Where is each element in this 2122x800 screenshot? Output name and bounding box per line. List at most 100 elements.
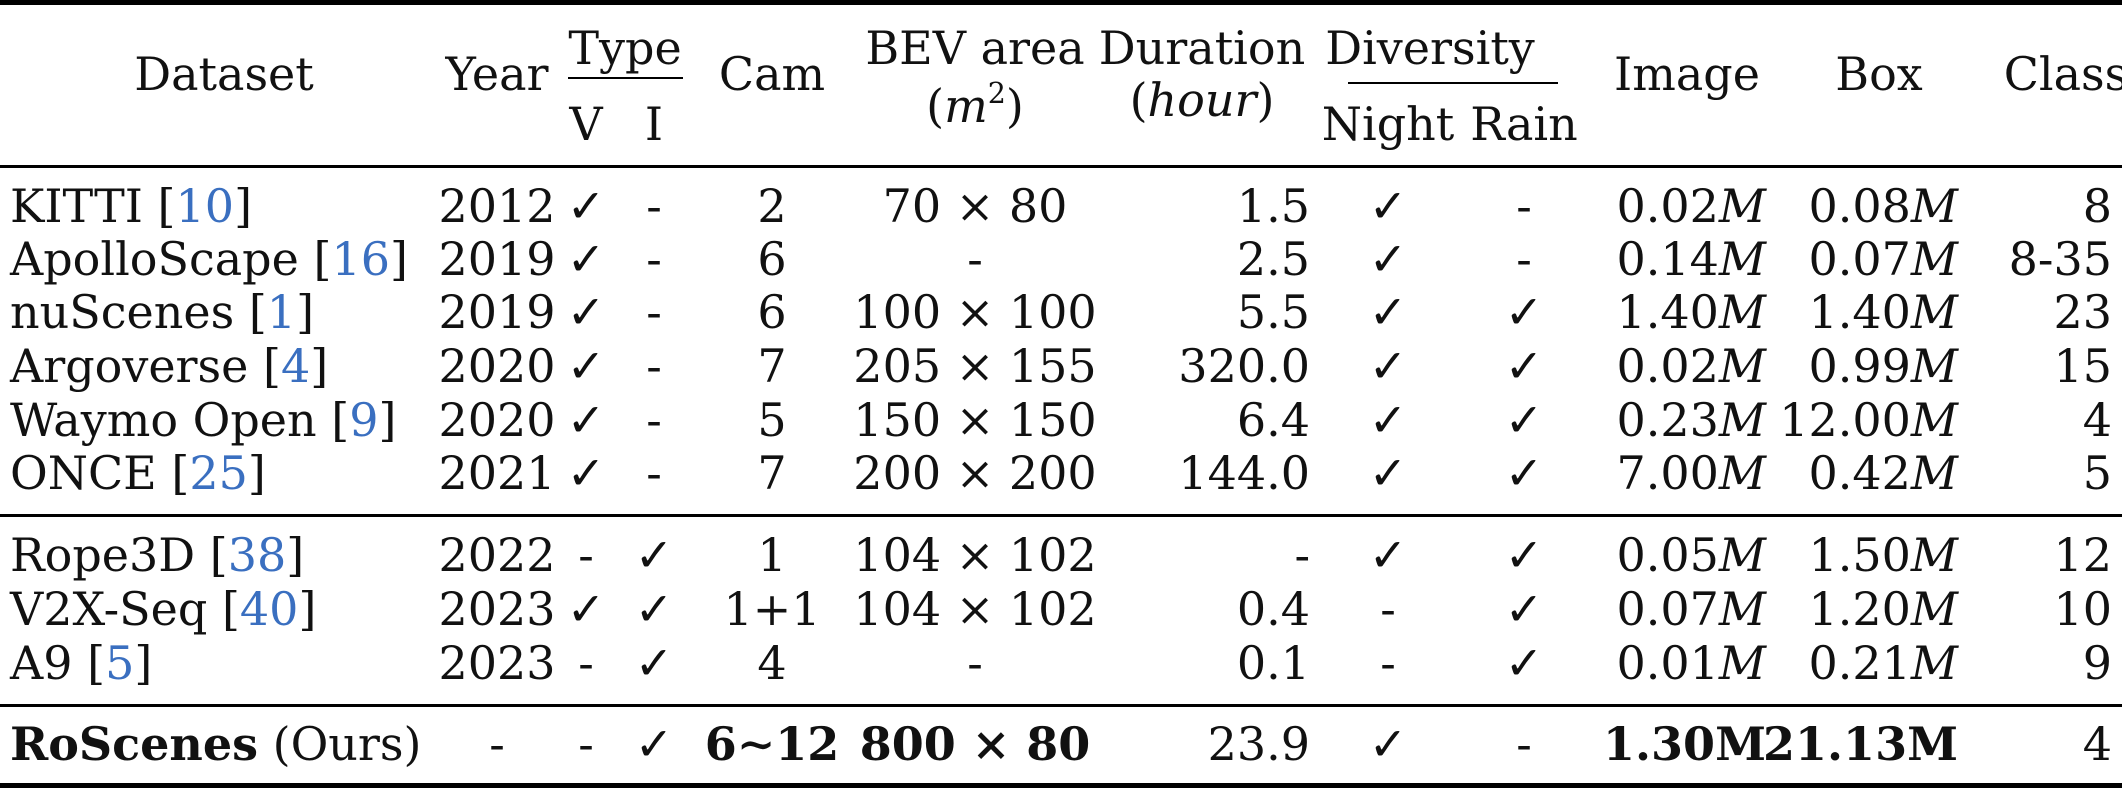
citation-bracket-open: [ (234, 285, 267, 339)
header-night: Night (1321, 97, 1455, 151)
cell-rain: - (1516, 232, 1532, 286)
cell-cam: 6 (757, 285, 787, 339)
dataset-name: RoScenes (10, 717, 259, 771)
citation-link[interactable]: 10 (175, 179, 235, 233)
dataset-name: nuScenes (10, 285, 235, 339)
bev-unit-base: m (944, 79, 988, 134)
image-unit: M (1718, 339, 1766, 393)
box-value: 0.99 (1808, 339, 1911, 393)
citation-link[interactable]: 4 (280, 339, 311, 393)
cell-image: 7.00M (1616, 450, 1766, 496)
citation-link[interactable]: 9 (349, 393, 379, 447)
cell-bev: - (967, 636, 983, 690)
cell-box: 0.08M (1808, 183, 1958, 229)
cell-cam: 6 (757, 232, 787, 286)
box-value: 0.08 (1808, 179, 1911, 233)
cell-cam: 5 (757, 393, 787, 447)
cell-class: 15 (2053, 339, 2112, 393)
cell-rain: ✓ (1504, 285, 1544, 339)
cell-i: - (646, 179, 662, 233)
cell-box: 21.13M (1763, 717, 1958, 771)
diversity-underline (1348, 82, 1558, 84)
ours-suffix: (Ours) (272, 717, 422, 771)
box-value: 0.07 (1808, 232, 1911, 286)
cell-cam: 2 (757, 179, 787, 233)
image-value: 1.40 (1616, 285, 1719, 339)
citation-link[interactable]: 16 (331, 232, 390, 286)
cell-night: ✓ (1368, 717, 1408, 771)
cell-i: - (646, 232, 662, 286)
citation-bracket-close: ] (298, 582, 317, 636)
citation-link[interactable]: 1 (266, 285, 297, 339)
citation-link[interactable]: 25 (189, 446, 248, 500)
dataset-name-cell: Waymo Open [9] (10, 397, 396, 443)
cell-class: 8-35 (2008, 232, 2112, 286)
header-rule (0, 165, 2122, 168)
citation-bracket-close: ] (247, 446, 266, 500)
header-duration: Duration (1098, 21, 1306, 75)
cell-night: ✓ (1368, 285, 1408, 339)
cell-year: 2022 (438, 528, 556, 582)
box-unit: M (1910, 582, 1958, 636)
cell-year: 2019 (438, 232, 556, 286)
cell-bev: 104 × 102 (853, 582, 1097, 636)
cell-year: 2012 (438, 179, 556, 233)
cell-year: - (489, 717, 505, 771)
cell-cam: 7 (757, 339, 787, 393)
cell-i: ✓ (634, 636, 674, 690)
citation-bracket-close: ] (389, 232, 408, 286)
header-duration-unit: (hour) (1129, 73, 1275, 127)
citation-link[interactable]: 5 (105, 636, 135, 690)
group-rule-2 (0, 704, 2122, 707)
citation-link[interactable]: 38 (227, 528, 287, 582)
cell-rain: ✓ (1504, 528, 1544, 582)
cell-v: ✓ (566, 582, 606, 636)
cell-image: 0.05M (1616, 532, 1766, 578)
cell-duration: 320.0 (1178, 339, 1310, 393)
cell-box: 1.20M (1808, 586, 1958, 632)
cell-rain: ✓ (1504, 339, 1544, 393)
citation-bracket-open: [ (195, 528, 228, 582)
bottom-rule (0, 783, 2122, 788)
dataset-name-cell: ApolloScape [16] (10, 236, 408, 282)
header-type-v: V (569, 97, 603, 151)
cell-i: ✓ (634, 582, 674, 636)
box-value: 1.50 (1808, 528, 1911, 582)
cell-bev: 150 × 150 (853, 393, 1097, 447)
dataset-name: V2X-Seq (10, 582, 208, 636)
image-unit: M (1718, 393, 1766, 447)
citation-link[interactable]: 40 (239, 582, 299, 636)
image-value: 0.02 (1616, 179, 1719, 233)
dataset-name: ApolloScape (10, 232, 299, 286)
cell-box: 0.21M (1808, 640, 1958, 686)
header-class: Class (2003, 47, 2122, 101)
cell-bev: 200 × 200 (853, 446, 1097, 500)
cell-cam: 1 (757, 528, 787, 582)
cell-night: - (1380, 636, 1396, 690)
cell-v: - (578, 636, 594, 690)
image-unit: M (1718, 232, 1766, 286)
cell-rain: ✓ (1504, 393, 1544, 447)
cell-image: 0.23M (1616, 397, 1766, 443)
image-value: 0.14 (1616, 232, 1719, 286)
cell-night: ✓ (1368, 232, 1408, 286)
dataset-name: ONCE (10, 446, 157, 500)
cell-duration: 144.0 (1178, 446, 1310, 500)
cell-cam: 1+1 (723, 582, 821, 636)
dataset-name-cell: RoScenes (Ours) (10, 721, 421, 767)
cell-duration: 5.5 (1236, 285, 1310, 339)
cell-v: - (578, 717, 594, 771)
cell-night: ✓ (1368, 393, 1408, 447)
cell-rain: ✓ (1504, 636, 1544, 690)
duration-unit: hour (1147, 73, 1257, 127)
citation-bracket-open: [ (207, 582, 240, 636)
cell-year: 2021 (438, 446, 556, 500)
top-rule (0, 0, 2122, 5)
box-unit: M (1910, 393, 1958, 447)
cell-duration: 0.1 (1236, 636, 1310, 690)
citation-bracket-close: ] (296, 285, 315, 339)
header-bev-unit: (m2) (926, 76, 1024, 134)
cell-year: 2020 (438, 393, 556, 447)
cell-bev: - (967, 232, 983, 286)
